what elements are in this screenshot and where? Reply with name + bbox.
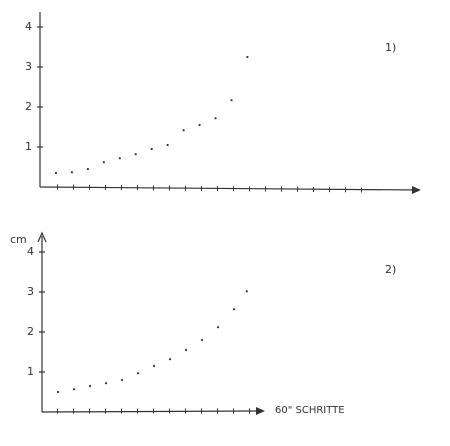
point	[200, 338, 204, 342]
point	[102, 161, 105, 164]
y-tick-label: 3	[27, 285, 34, 298]
y-tick-label: 4	[25, 20, 32, 33]
arrow	[412, 186, 421, 194]
point	[246, 55, 249, 59]
point	[136, 372, 140, 375]
point	[54, 171, 58, 175]
arrow	[256, 407, 265, 415]
x-axis-label: 60" SCHRITTE	[275, 405, 345, 416]
x-tick-marks	[56, 184, 366, 193]
annotation: 1)	[385, 41, 396, 54]
point	[245, 290, 248, 293]
point	[168, 358, 172, 361]
point	[184, 348, 188, 352]
point	[86, 167, 89, 171]
point	[166, 143, 169, 147]
y-tick-label: 1	[25, 140, 32, 153]
point	[72, 388, 76, 391]
arrow	[37, 231, 47, 243]
point	[134, 153, 137, 156]
annotation: 2)	[385, 263, 396, 276]
point	[152, 364, 156, 368]
y-tick-label: 4	[27, 245, 34, 258]
point	[214, 117, 217, 120]
y-tick-label: 3	[25, 60, 32, 73]
x-axis	[39, 186, 419, 191]
y-tick-label: 2	[27, 325, 34, 338]
x-axis	[41, 410, 263, 413]
point	[70, 171, 74, 174]
point	[232, 308, 236, 311]
point	[230, 99, 233, 102]
point	[150, 147, 153, 151]
y-axis-label: cm	[10, 233, 27, 246]
point	[182, 129, 185, 132]
point	[118, 157, 121, 160]
y-tick-label: 2	[25, 100, 32, 113]
point	[56, 390, 60, 394]
point	[104, 382, 108, 385]
point	[198, 123, 201, 127]
point	[120, 378, 124, 382]
point	[88, 384, 92, 388]
point	[216, 326, 220, 329]
y-tick-label: 1	[27, 365, 34, 378]
